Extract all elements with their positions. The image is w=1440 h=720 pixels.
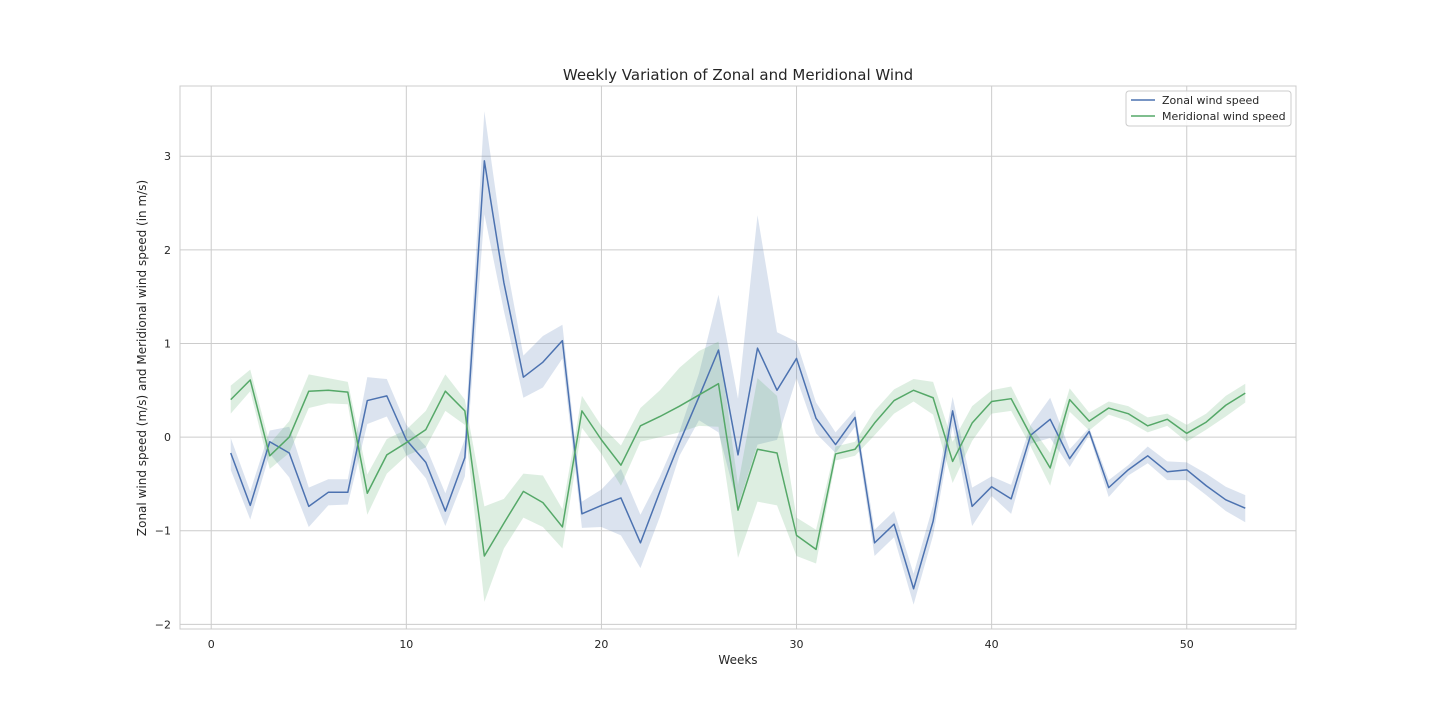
y-ticks: −2 −1 0 1 2 3: [155, 150, 171, 631]
x-tick-label: 10: [399, 638, 413, 651]
legend-box: [1125, 90, 1292, 127]
plot-frame: [179, 85, 1297, 630]
zonal-wind-speed-line: [230, 160, 1246, 590]
confidence-bands: [230, 111, 1246, 605]
x-ticks: 0 10 20 30 40 50: [208, 638, 1194, 651]
x-tick-label: 20: [594, 638, 608, 651]
legend-label-zonal: Zonal wind speed: [1162, 94, 1259, 107]
legend: Zonal wind speed Meridional wind speed: [1125, 90, 1292, 127]
x-tick-label: 40: [985, 638, 999, 651]
series-lines: [230, 160, 1246, 590]
zonal-wind-speed-band: [230, 111, 1246, 605]
y-tick-label: 2: [164, 244, 171, 257]
x-tick-label: 0: [208, 638, 215, 651]
meridional-wind-speed-band: [230, 341, 1246, 602]
legend-label-meridional: Meridional wind speed: [1162, 110, 1286, 123]
y-axis-label: Zonal wind speed (m/s) and Meridional wi…: [135, 180, 149, 536]
grid: [180, 86, 1296, 629]
chart-title: Weekly Variation of Zonal and Meridional…: [563, 66, 913, 84]
x-tick-label: 30: [790, 638, 804, 651]
plot-area: [180, 86, 1296, 629]
y-tick-label: 0: [164, 431, 171, 444]
x-axis-label: Weeks: [718, 653, 757, 667]
y-tick-label: 3: [164, 150, 171, 163]
y-tick-label: −2: [155, 618, 171, 631]
y-tick-label: −1: [155, 525, 171, 538]
y-tick-label: 1: [164, 337, 171, 350]
meridional-wind-speed-line: [230, 379, 1246, 557]
x-tick-label: 50: [1180, 638, 1194, 651]
